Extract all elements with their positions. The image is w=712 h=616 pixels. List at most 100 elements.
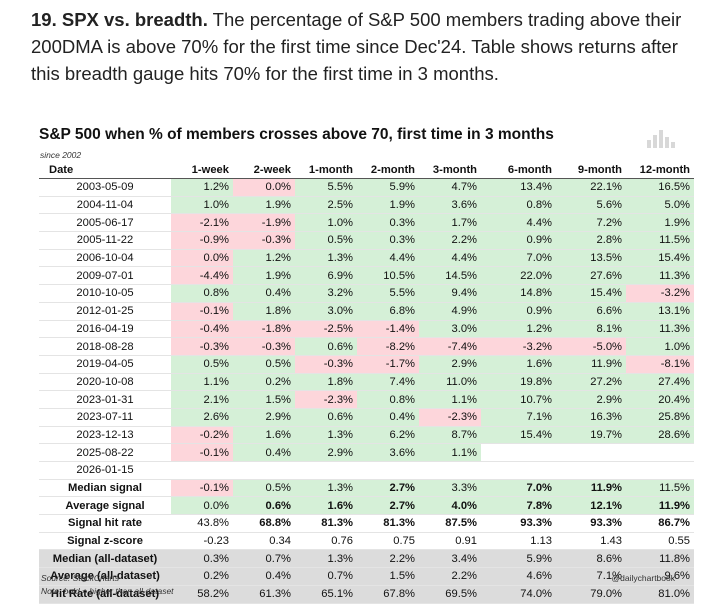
table-cell: 1.9%	[357, 196, 419, 215]
table-row: 2023-01-31 2.1% 1.5% -2.3% 0.8% 1.1% 10.7% 2.9%…	[39, 390, 694, 409]
all-dataset-row: Average (all-dataset) 0.2% 0.4% 0.7% 1.5% 2.2…	[39, 567, 694, 586]
table-cell: -0.23	[171, 532, 233, 551]
table-cell: 13.4%	[481, 178, 556, 197]
table-cell: 1.43	[556, 532, 626, 551]
table-row-label: 2025-08-22	[39, 443, 171, 462]
table-cell: 93.3%	[556, 514, 626, 533]
table-cell: -0.3%	[295, 355, 357, 374]
table-cell: 0.2%	[171, 567, 233, 586]
table-cell: 0.7%	[295, 567, 357, 586]
table-cell: 2.7%	[357, 478, 419, 498]
table-row: 2005-06-17 -2.1% -1.9% 1.0% 0.3% 1.7% 4.4% 7.2%…	[39, 213, 694, 233]
table-cell: 81.3%	[357, 514, 419, 533]
table-row-label: 2016-04-19	[39, 320, 171, 339]
column-header: 1-week	[171, 161, 233, 179]
table-cell: 8.7%	[419, 426, 481, 445]
table-cell: 1.7%	[419, 213, 481, 233]
signal-stat-row-label: Signal z-score	[39, 532, 171, 551]
table-row-label: 2018-08-28	[39, 337, 171, 356]
table-cell: 15.4%	[481, 426, 556, 445]
table-cell: 0.8%	[171, 284, 233, 303]
table-row: 2018-08-28 -0.3% -0.3% 0.6% -8.2% -7.4% -3.2% -…	[39, 337, 694, 356]
table-cell: 2.2%	[419, 231, 481, 250]
table-cell: 4.6%	[481, 567, 556, 586]
table-cell: 7.4%	[357, 373, 419, 392]
table-cell: 1.9%	[233, 266, 295, 286]
table-cell: 2.9%	[295, 443, 357, 462]
column-header: 3-month	[419, 161, 481, 179]
table-cell: 0.5%	[233, 355, 295, 374]
table-cell: 4.4%	[481, 213, 556, 233]
table-cell: 61.3%	[233, 585, 295, 604]
table-cell: 1.2%	[233, 249, 295, 268]
table-cell: -2.3%	[295, 390, 357, 409]
table-cell: 5.5%	[357, 284, 419, 303]
table-row: 2023-12-13 -0.2% 1.6% 1.3% 6.2% 8.7% 15.4% 19.7…	[39, 426, 694, 445]
table-cell: -3.2%	[626, 284, 694, 303]
table-row-label: 2009-07-01	[39, 266, 171, 286]
table-cell: 27.2%	[556, 373, 626, 392]
table-row-label: 2023-07-11	[39, 408, 171, 427]
table-cell: 3.2%	[295, 284, 357, 303]
table-cell: -5.0%	[556, 337, 626, 356]
table-cell: 0.3%	[357, 231, 419, 250]
table-cell	[481, 443, 556, 462]
signal-stat-row-label: Signal hit rate	[39, 514, 171, 533]
table-cell: 65.1%	[295, 585, 357, 604]
signal-stat-row: Signal hit rate 43.8% 68.8% 81.3% 81.3% 87.5%…	[39, 514, 694, 533]
all-dataset-row-label: Median (all-dataset)	[39, 549, 171, 569]
column-header: 6-month	[481, 161, 556, 179]
table-cell: 0.4%	[357, 408, 419, 427]
table-cell: 12.1%	[556, 496, 626, 516]
table-cell: 16.3%	[556, 408, 626, 427]
table-cell: 11.8%	[626, 549, 694, 569]
table-cell: 5.5%	[295, 178, 357, 197]
table-cell: 0.91	[419, 532, 481, 551]
table-cell: 1.0%	[295, 213, 357, 233]
table-row-label: 2012-01-25	[39, 302, 171, 321]
table-row-label: 2026-01-15	[39, 461, 171, 480]
table-cell: 9.4%	[419, 284, 481, 303]
table-cell	[295, 461, 357, 480]
table-cell: 0.3%	[357, 213, 419, 233]
table-cell: 0.6%	[233, 496, 295, 516]
column-header: 9-month	[556, 161, 626, 179]
table-row-label: 2023-12-13	[39, 426, 171, 445]
table-cell: 0.76	[295, 532, 357, 551]
table-cell: 11.9%	[626, 496, 694, 516]
table-cell: 2.6%	[171, 408, 233, 427]
table-cell: 58.2%	[171, 585, 233, 604]
table-cell: 1.6%	[233, 426, 295, 445]
table-cell	[626, 461, 694, 480]
table-row-label: 2023-01-31	[39, 390, 171, 409]
chart-title: S&P 500 when % of members crosses above …	[39, 126, 554, 143]
all-dataset-row: Hit Rate (all-dataset) 58.2% 61.3% 65.1% 67.…	[39, 585, 694, 604]
signal-stat-row: Average signal 0.0% 0.6% 1.6% 2.7% 4.0% 7.8% 12…	[39, 496, 694, 516]
table-cell: -0.9%	[171, 231, 233, 250]
table-cell: 0.6%	[295, 408, 357, 427]
table-cell: 1.2%	[171, 178, 233, 197]
signal-stat-row-label: Average signal	[39, 496, 171, 516]
table-cell: 11.0%	[419, 373, 481, 392]
table-cell: 93.3%	[481, 514, 556, 533]
table-cell: 0.5%	[171, 355, 233, 374]
table-cell: 11.3%	[626, 320, 694, 339]
table-cell: 2.7%	[357, 496, 419, 516]
table-row-label: 2020-10-08	[39, 373, 171, 392]
table-cell	[419, 461, 481, 480]
table-cell: 13.1%	[626, 302, 694, 321]
table-cell: 28.6%	[626, 426, 694, 445]
table-cell: 81.0%	[626, 585, 694, 604]
table-row: 2026-01-15	[39, 461, 694, 480]
table-cell: 1.6%	[295, 496, 357, 516]
table-cell: 4.4%	[419, 249, 481, 268]
table-row: 2012-01-25 -0.1% 1.8% 3.0% 6.8% 4.9% 0.9% 6.6% 1…	[39, 302, 694, 321]
table-cell: 15.4%	[556, 284, 626, 303]
table-cell: 0.5%	[295, 231, 357, 250]
table-cell: 1.8%	[295, 373, 357, 392]
table-cell: 7.2%	[556, 213, 626, 233]
table-cell: 0.0%	[171, 496, 233, 516]
table-cell: 15.4%	[626, 249, 694, 268]
table-row-label: 2005-11-22	[39, 231, 171, 250]
table-cell: 22.0%	[481, 266, 556, 286]
